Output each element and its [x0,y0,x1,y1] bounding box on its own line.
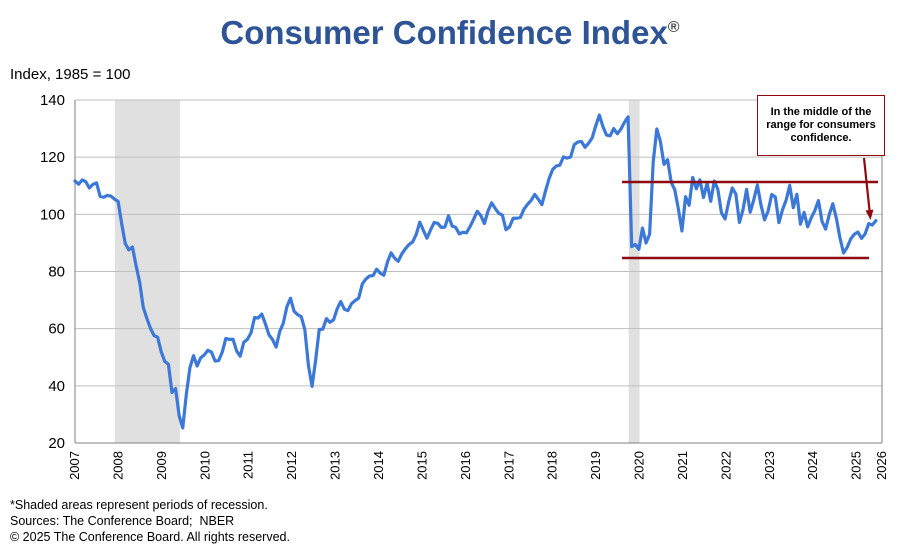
svg-text:2019: 2019 [588,451,603,480]
svg-text:2012: 2012 [284,451,299,480]
svg-text:2011: 2011 [241,451,256,479]
svg-text:20: 20 [48,435,65,452]
svg-text:2008: 2008 [110,451,125,480]
svg-text:2021: 2021 [675,451,690,480]
svg-text:2010: 2010 [197,451,212,480]
svg-text:2024: 2024 [805,451,820,480]
svg-text:2018: 2018 [545,451,560,480]
svg-text:80: 80 [48,264,65,281]
svg-text:2026: 2026 [874,451,889,480]
svg-text:2009: 2009 [154,451,169,480]
svg-text:60: 60 [48,321,65,338]
svg-text:2007: 2007 [67,451,82,480]
svg-text:40: 40 [48,378,65,395]
svg-text:100: 100 [40,206,65,223]
svg-text:2023: 2023 [762,451,777,480]
svg-text:140: 140 [40,92,65,109]
svg-text:2015: 2015 [414,451,429,480]
svg-text:2022: 2022 [718,451,733,480]
svg-text:2016: 2016 [458,451,473,480]
svg-text:2013: 2013 [328,451,343,480]
svg-text:2025: 2025 [849,451,864,480]
svg-text:120: 120 [40,149,65,166]
svg-text:2020: 2020 [632,451,647,480]
svg-text:2014: 2014 [371,451,386,480]
svg-text:2017: 2017 [501,451,516,480]
